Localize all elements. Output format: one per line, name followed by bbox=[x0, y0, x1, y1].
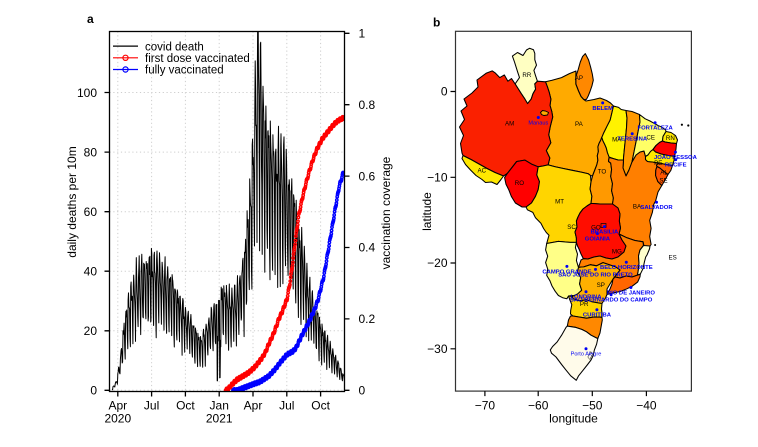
svg-text:fully vaccinated: fully vaccinated bbox=[145, 65, 224, 77]
svg-text:2021: 2021 bbox=[206, 412, 233, 426]
svg-text:Jan: Jan bbox=[210, 399, 229, 413]
svg-text:ES: ES bbox=[668, 255, 676, 262]
svg-text:PA: PA bbox=[575, 121, 584, 128]
svg-text:RN: RN bbox=[666, 135, 675, 142]
svg-text:Manaus: Manaus bbox=[528, 120, 548, 126]
svg-text:SAO JOSE DO RIO PRETO: SAO JOSE DO RIO PRETO bbox=[558, 272, 633, 278]
svg-text:LONDRINA: LONDRINA bbox=[570, 295, 602, 301]
svg-text:GO: GO bbox=[591, 225, 601, 232]
svg-text:MT: MT bbox=[555, 198, 564, 205]
svg-text:−60: −60 bbox=[528, 399, 549, 413]
svg-text:RR: RR bbox=[522, 72, 531, 79]
svg-text:0: 0 bbox=[441, 85, 448, 99]
svg-text:SAO BERNARDO DO CAMPO: SAO BERNARDO DO CAMPO bbox=[570, 298, 653, 304]
svg-text:0.4: 0.4 bbox=[359, 241, 376, 255]
svg-text:SE: SE bbox=[659, 178, 667, 185]
svg-text:covid death: covid death bbox=[145, 41, 204, 53]
svg-text:0.6: 0.6 bbox=[359, 169, 376, 183]
svg-text:TO: TO bbox=[598, 169, 607, 176]
svg-text:AL: AL bbox=[660, 170, 668, 177]
svg-text:AP: AP bbox=[575, 75, 583, 82]
svg-text:MA: MA bbox=[612, 137, 622, 144]
svg-text:Oct: Oct bbox=[176, 399, 195, 413]
svg-text:Oct: Oct bbox=[311, 399, 330, 413]
svg-text:a: a bbox=[87, 12, 94, 26]
svg-text:20: 20 bbox=[84, 324, 98, 338]
svg-text:BRASILIA: BRASILIA bbox=[590, 230, 619, 236]
svg-text:1: 1 bbox=[359, 27, 366, 41]
svg-text:−40: −40 bbox=[636, 399, 657, 413]
svg-text:−70: −70 bbox=[475, 399, 496, 413]
svg-text:80: 80 bbox=[84, 145, 98, 159]
svg-text:0: 0 bbox=[90, 384, 97, 398]
svg-text:−50: −50 bbox=[582, 399, 603, 413]
svg-text:60: 60 bbox=[84, 205, 98, 219]
svg-text:TERESINA: TERESINA bbox=[617, 137, 648, 143]
svg-text:Apr: Apr bbox=[244, 399, 263, 413]
svg-text:CURITIBA: CURITIBA bbox=[583, 313, 612, 319]
svg-text:PE: PE bbox=[654, 160, 662, 167]
svg-text:Apr: Apr bbox=[108, 399, 127, 413]
svg-text:SP: SP bbox=[597, 282, 605, 289]
svg-text:Porto Alegre: Porto Alegre bbox=[571, 352, 602, 358]
svg-text:Jul: Jul bbox=[144, 399, 159, 413]
svg-text:longitude: longitude bbox=[549, 412, 598, 426]
svg-text:CAMPO GRANDE: CAMPO GRANDE bbox=[542, 269, 591, 275]
svg-text:100: 100 bbox=[77, 86, 97, 100]
svg-text:0.8: 0.8 bbox=[359, 98, 376, 112]
svg-text:SALVADOR: SALVADOR bbox=[640, 205, 673, 211]
svg-text:JOAO PESSOA: JOAO PESSOA bbox=[654, 155, 698, 161]
svg-text:daily deaths per 10m: daily deaths per 10m bbox=[65, 146, 79, 257]
svg-text:AM: AM bbox=[505, 121, 514, 128]
svg-text:−30: −30 bbox=[427, 342, 448, 356]
svg-text:−10: −10 bbox=[427, 171, 448, 185]
svg-text:CE: CE bbox=[646, 135, 655, 142]
svg-text:AC: AC bbox=[477, 167, 486, 174]
svg-text:2020: 2020 bbox=[104, 412, 131, 426]
svg-text:BELEM: BELEM bbox=[592, 106, 613, 112]
svg-text:RECIFE: RECIFE bbox=[665, 163, 687, 169]
svg-text:−20: −20 bbox=[427, 256, 448, 270]
svg-text:SC: SC bbox=[567, 224, 576, 231]
svg-text:0: 0 bbox=[359, 384, 366, 398]
svg-text:FORTALEZA: FORTALEZA bbox=[637, 126, 673, 132]
svg-text:BA: BA bbox=[633, 203, 642, 210]
svg-text:PR: PR bbox=[580, 301, 589, 308]
svg-text:Jul: Jul bbox=[279, 399, 294, 413]
svg-text:BELO HORIZONTE: BELO HORIZONTE bbox=[600, 265, 653, 271]
svg-text:RO: RO bbox=[515, 180, 524, 187]
svg-text:MG: MG bbox=[612, 249, 622, 256]
svg-text:vaccination coverage: vaccination coverage bbox=[379, 156, 393, 269]
svg-text:b: b bbox=[433, 16, 440, 30]
svg-text:0.2: 0.2 bbox=[359, 312, 376, 326]
svg-text:RIO DE JANEIRO: RIO DE JANEIRO bbox=[607, 290, 656, 296]
svg-text:GOIANIA: GOIANIA bbox=[585, 237, 611, 243]
svg-text:first dose vaccinated: first dose vaccinated bbox=[145, 53, 250, 65]
svg-text:40: 40 bbox=[84, 264, 98, 278]
svg-text:latitude: latitude bbox=[420, 192, 434, 231]
